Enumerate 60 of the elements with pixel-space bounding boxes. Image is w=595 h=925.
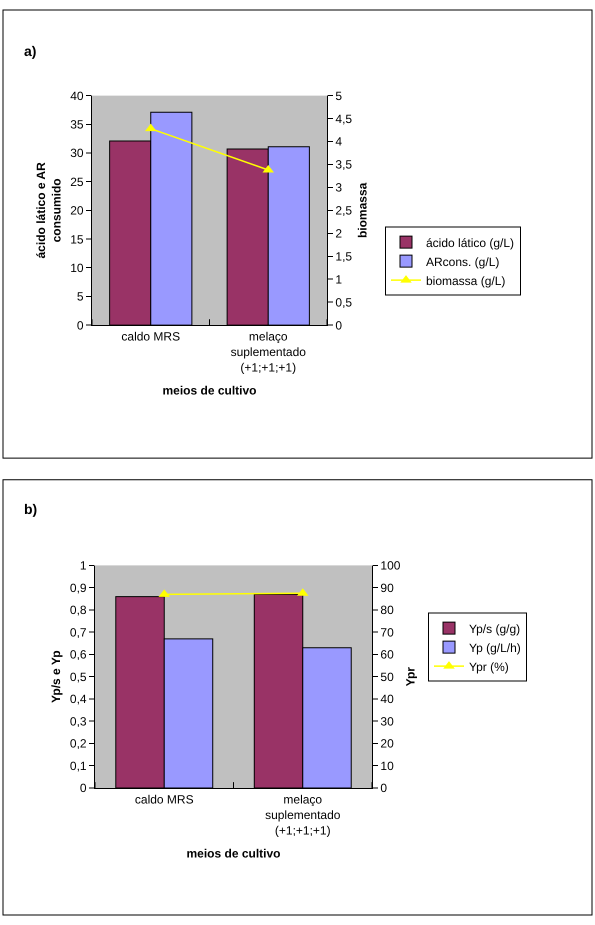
legend-label: biomassa (g/L) (426, 274, 506, 288)
y-tick-label: 40 (70, 88, 84, 103)
y-tick-label: 25 (70, 174, 84, 189)
y2-tick-label: 40 (380, 692, 394, 706)
legend-label: Ypr (%) (469, 660, 509, 674)
y-tick-label: 1 (80, 558, 87, 573)
y-tick-label: 0,8 (70, 603, 87, 618)
x-tick-label: melaço suplementado (+1;+1;+1) (265, 792, 341, 838)
y2-tick-label: 4 (335, 134, 342, 149)
y2-tick-label: 50 (380, 670, 394, 684)
y2-tick-label: 80 (380, 603, 394, 618)
legend-label: ARcons. (g/L) (426, 254, 500, 269)
y2-tick-label: 3,5 (335, 158, 352, 172)
y2-axis-title: biomassa (355, 182, 370, 238)
y2-tick-label: 30 (380, 714, 394, 728)
y2-tick-label: 90 (380, 580, 394, 595)
y2-tick-label: 60 (380, 648, 394, 662)
y2-tick-label: 2,5 (335, 204, 352, 218)
x-tick-label: melaço suplementado (+1;+1;+1) (230, 330, 306, 375)
y-tick-label: 0 (76, 318, 84, 332)
y-tick-label: 0,1 (70, 758, 87, 773)
y-tick-label: 0,6 (70, 648, 87, 662)
y2-tick-label: 0,5 (335, 295, 352, 310)
y-axis-title: ácido lático e AR consumido (34, 162, 64, 258)
y2-tick-label: 5 (335, 88, 342, 103)
y2-tick-label: 1 (335, 272, 342, 286)
y2-tick-label: 10 (380, 758, 394, 773)
y2-tick-label: 2 (335, 226, 342, 241)
y2-tick-label: 4,5 (335, 112, 352, 126)
y-tick-label: 15 (70, 232, 84, 246)
y-axis-title: Yp/s e Yp (49, 650, 64, 703)
y-tick-label: 0,3 (70, 714, 87, 728)
y-tick-label: 20 (70, 204, 84, 218)
y-tick-label: 30 (70, 146, 84, 160)
y2-tick-label: 0 (335, 318, 342, 332)
y-tick-label: 0,4 (70, 692, 87, 706)
y2-tick-label: 0 (380, 781, 388, 796)
y2-tick-label: 100 (380, 558, 401, 573)
y2-axis-title: Ypr (404, 666, 418, 686)
legend-label: ácido lático (g/L) (426, 236, 514, 250)
y2-tick-label: 1,5 (335, 249, 352, 264)
x-tick-label: caldo MRS (121, 330, 180, 344)
y-tick-label: 0,9 (70, 580, 87, 595)
y2-tick-label: 70 (380, 625, 394, 640)
y2-tick-label: 3 (335, 180, 342, 195)
y-tick-label: 10 (70, 260, 84, 275)
y-tick-label: 0 (80, 781, 87, 796)
y-tick-label: 0,2 (70, 736, 87, 751)
legend-label: Yp/s (g/g) (469, 622, 520, 636)
x-axis-title: meios de cultivo (162, 384, 257, 398)
chart-title: a) (24, 43, 36, 59)
legend-label: Yp (g/L/h) (469, 640, 521, 655)
y-tick-label: 35 (70, 118, 84, 132)
y2-tick-label: 20 (380, 736, 394, 751)
x-tick-label: caldo MRS (134, 792, 194, 806)
x-axis-title: meios de cultivo (186, 846, 281, 860)
y-tick-label: 0,7 (70, 625, 87, 640)
y-tick-label: 5 (76, 290, 84, 304)
y-tick-label: 0,5 (70, 670, 87, 684)
chart-title: b) (24, 501, 38, 517)
